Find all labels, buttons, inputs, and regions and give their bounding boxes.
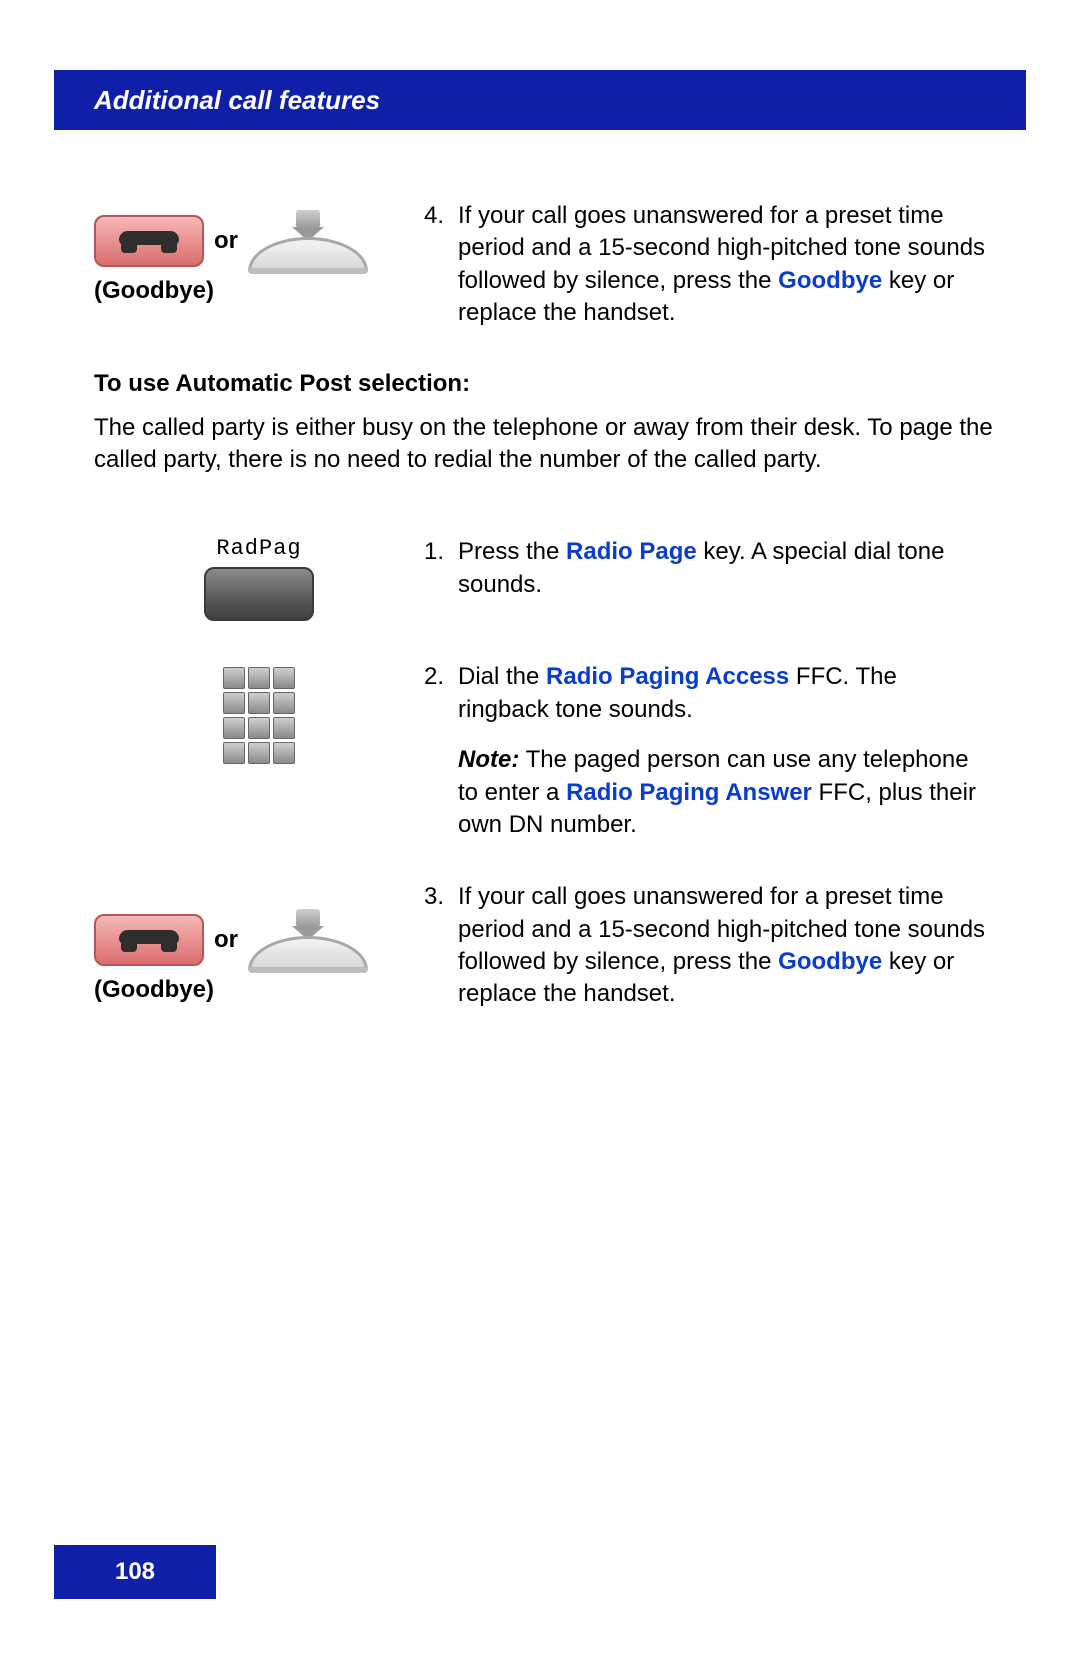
header-bar: Additional call features [54, 70, 1026, 130]
keyword: Radio Paging Answer [566, 779, 812, 806]
goodbye-label: (Goodbye) [94, 277, 424, 305]
step-3-row: or (Goodbye) 3.If your call goes unanswe… [94, 881, 994, 1011]
footer-bar: 108 [54, 1545, 216, 1599]
or-text: or [214, 227, 238, 255]
step-2-icons [94, 661, 424, 841]
step-1-row: RadPag 1.Press the Radio Page key. A spe… [94, 536, 994, 621]
step-4-text: 4.If your call goes unanswered for a pre… [424, 200, 994, 330]
replace-handset-icon [248, 909, 368, 970]
step-4-row: or (Goodbye) 4.If your call goes unanswe… [94, 200, 994, 330]
section-intro: The called party is either busy on the t… [94, 412, 994, 477]
step-number: 3. [424, 881, 458, 913]
note-label: Note: [458, 746, 519, 773]
softkey-icon [204, 567, 314, 621]
softkey-label: RadPag [216, 536, 301, 561]
step-2-text: 2.Dial the Radio Paging Access FFC. The … [424, 661, 994, 841]
header-title: Additional call features [94, 85, 380, 116]
goodbye-label: (Goodbye) [94, 976, 424, 1004]
step-2-row: 2.Dial the Radio Paging Access FFC. The … [94, 661, 994, 841]
keyword: Goodbye [778, 948, 882, 975]
text: Press the [458, 538, 566, 565]
page-number: 108 [115, 1558, 155, 1586]
keyword: Radio Paging Access [546, 663, 789, 690]
step-3-icons: or (Goodbye) [94, 881, 424, 1011]
goodbye-key-icon [94, 914, 204, 966]
section-title: To use Automatic Post selection: [94, 370, 994, 398]
step-4-icons: or (Goodbye) [94, 200, 424, 330]
step-number: 1. [424, 536, 458, 568]
keyword: Goodbye [778, 267, 882, 294]
step-number: 2. [424, 661, 458, 693]
step-3-text: 3.If your call goes unanswered for a pre… [424, 881, 994, 1011]
step-number: 4. [424, 200, 458, 232]
step-1-icons: RadPag [94, 536, 424, 621]
keyword: Radio Page [566, 538, 697, 565]
page-content: or (Goodbye) 4.If your call goes unanswe… [94, 200, 994, 1051]
goodbye-key-icon [94, 215, 204, 267]
text: Dial the [458, 663, 546, 690]
step-1-text: 1.Press the Radio Page key. A special di… [424, 536, 994, 621]
keypad-icon [223, 667, 295, 841]
or-text: or [214, 926, 238, 954]
replace-handset-icon [248, 210, 368, 271]
